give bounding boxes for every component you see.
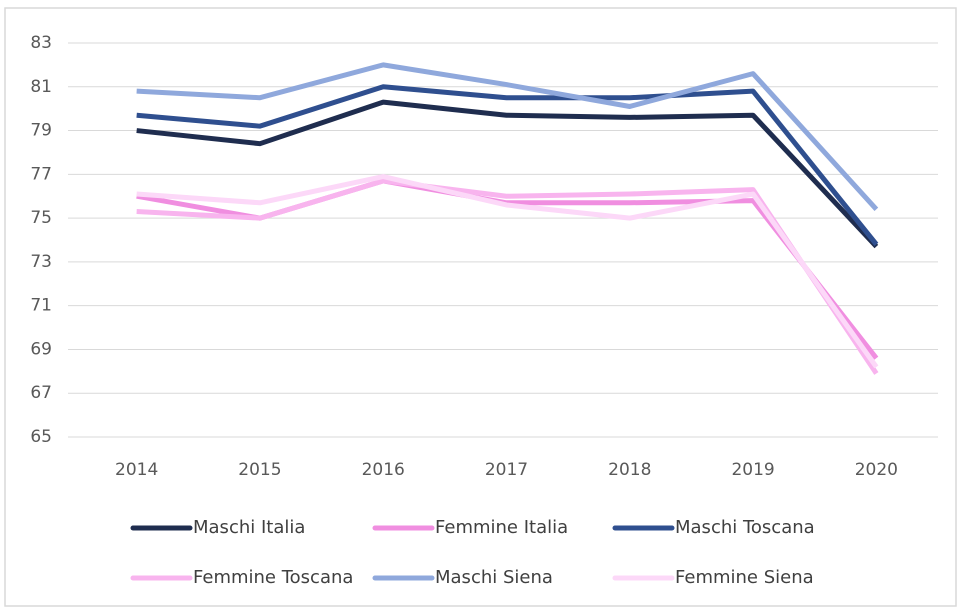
legend-label: Maschi Siena <box>435 567 553 588</box>
x-tick-label: 2015 <box>238 460 281 480</box>
y-tick-label: 79 <box>30 121 52 141</box>
x-tick-label: 2014 <box>115 460 158 480</box>
x-tick-label: 2020 <box>855 460 898 480</box>
y-tick-label: 75 <box>30 208 52 228</box>
legend-label: Maschi Italia <box>193 517 305 538</box>
series-line <box>136 99 879 249</box>
legend-label: Maschi Toscana <box>675 517 815 538</box>
series-line <box>136 174 879 369</box>
series-line <box>136 84 879 246</box>
y-tick-label: 71 <box>30 296 52 316</box>
x-tick-label: 2017 <box>485 460 528 480</box>
chart-border <box>4 7 957 607</box>
y-tick-label: 69 <box>30 339 52 359</box>
x-tick-label: 2016 <box>362 460 405 480</box>
y-tick-label: 77 <box>30 164 52 184</box>
series-line <box>136 178 879 375</box>
series-line <box>136 62 879 212</box>
x-tick-label: 2018 <box>608 460 651 480</box>
y-tick-label: 67 <box>30 383 52 403</box>
legend-label: Femmine Siena <box>675 567 814 588</box>
y-tick-label: 65 <box>30 427 52 447</box>
y-tick-label: 73 <box>30 252 52 272</box>
legend-label: Femmine Toscana <box>193 567 353 588</box>
x-tick-label: 2019 <box>731 460 774 480</box>
legend-label: Femmine Italia <box>435 517 568 538</box>
y-tick-label: 81 <box>30 77 52 97</box>
y-tick-label: 83 <box>30 33 52 53</box>
